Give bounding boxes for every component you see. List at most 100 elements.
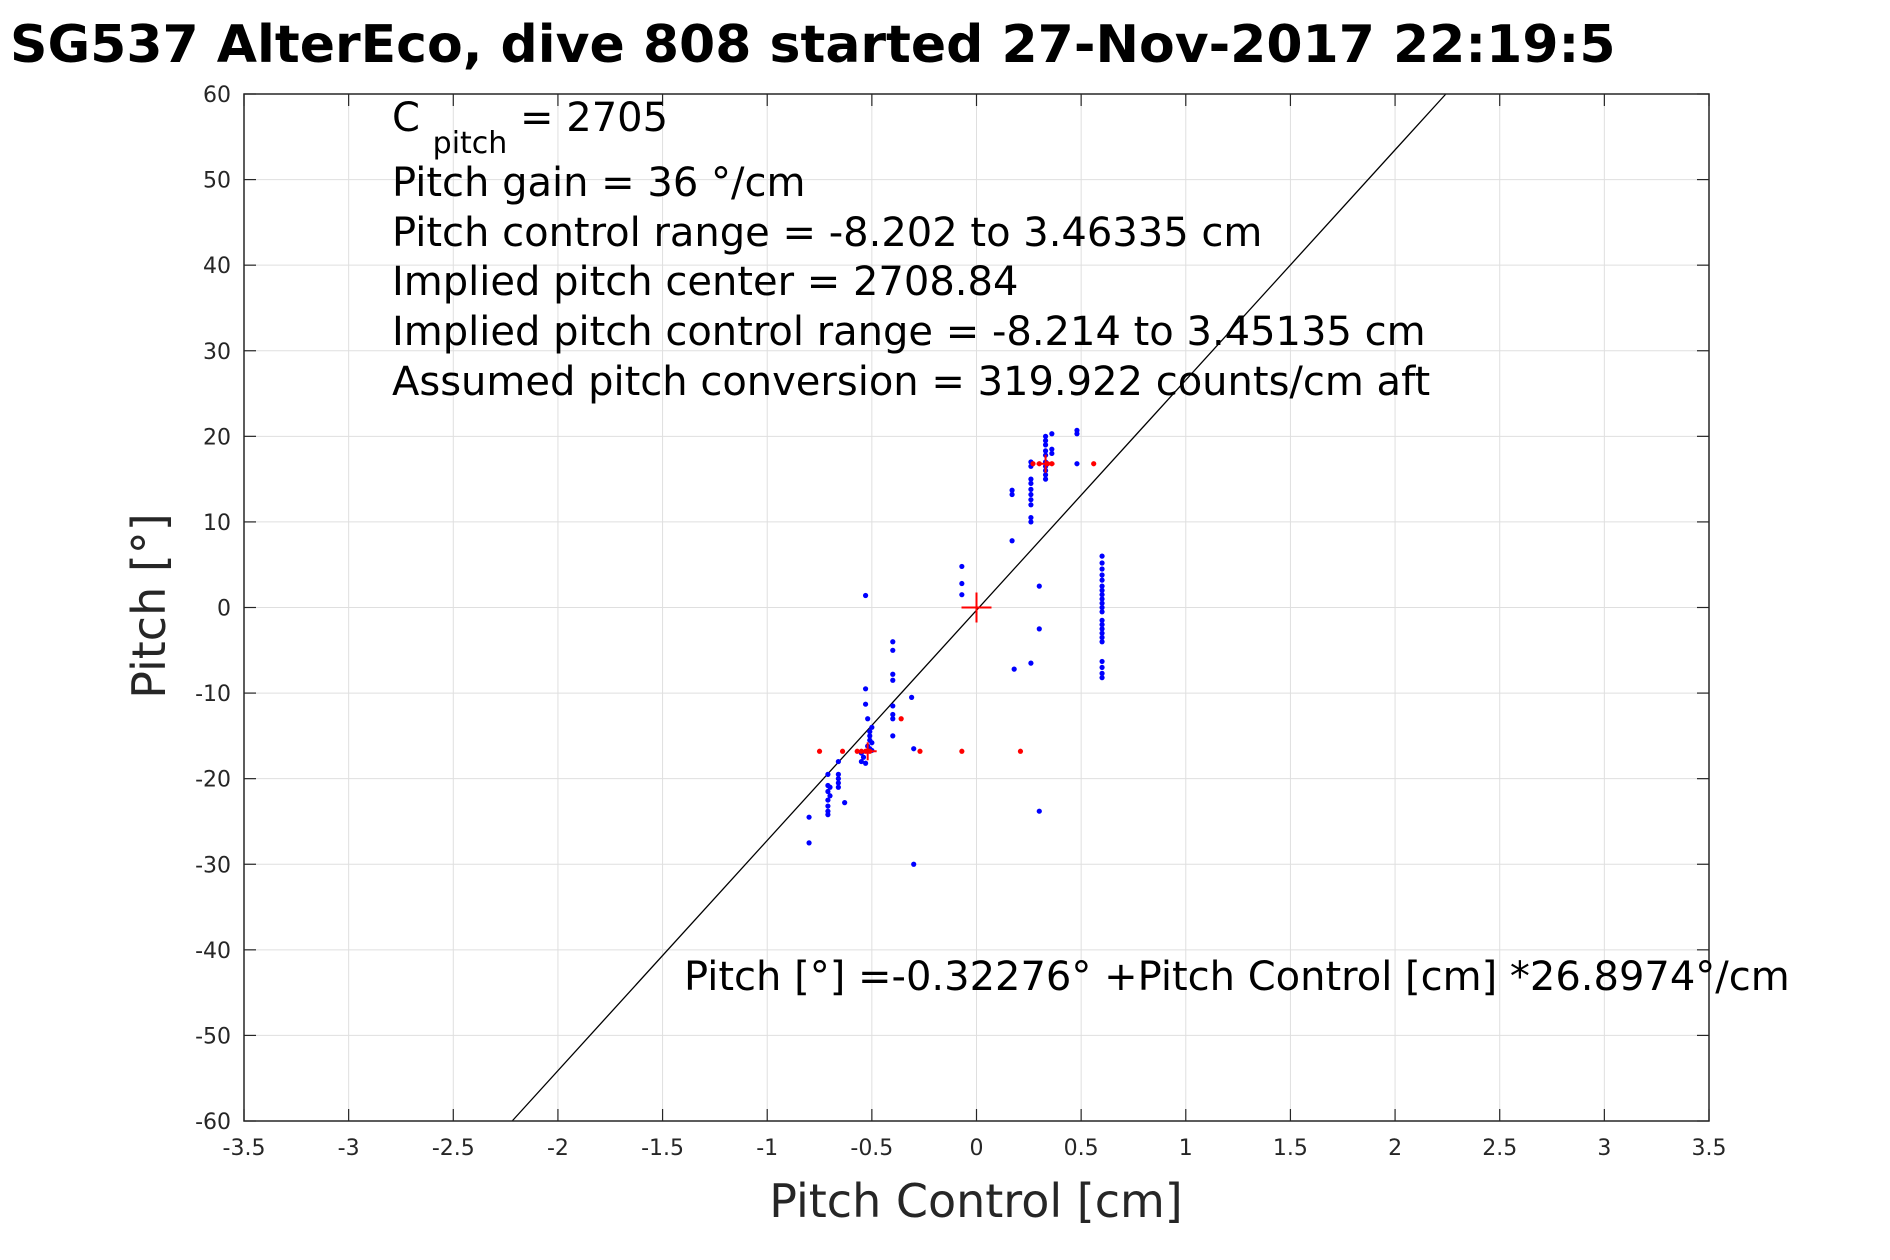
data-point xyxy=(890,703,896,709)
data-point xyxy=(1099,658,1105,665)
x-tick-label: 3 xyxy=(1597,1136,1611,1161)
data-point xyxy=(1099,587,1105,593)
data-point xyxy=(835,771,841,777)
x-tick-label: 2.5 xyxy=(1482,1136,1517,1161)
x-tick-label: 3.5 xyxy=(1692,1136,1727,1161)
data-point xyxy=(867,728,873,735)
data-point xyxy=(1017,748,1024,754)
data-point xyxy=(867,733,873,739)
implied-pitch-range-annotation: Implied pitch control range = -8.214 to … xyxy=(392,309,1426,355)
x-tick-label: -0.5 xyxy=(850,1136,893,1161)
data-point xyxy=(1049,431,1055,437)
data-point xyxy=(1049,450,1055,457)
data-point xyxy=(835,776,841,782)
data-point xyxy=(1099,617,1105,623)
data-point xyxy=(1028,491,1034,498)
data-point xyxy=(1036,583,1042,589)
data-point xyxy=(816,748,823,754)
data-point xyxy=(959,563,965,570)
data-point xyxy=(869,724,875,730)
data-point xyxy=(909,694,915,700)
data-point xyxy=(1099,622,1105,628)
center-markers xyxy=(858,454,1055,761)
data-point xyxy=(959,592,965,598)
data-point xyxy=(959,748,965,754)
x-tick-label: -2 xyxy=(547,1136,569,1161)
implied-pitch-center-annotation: Implied pitch center = 2708.84 xyxy=(392,259,1018,305)
data-point xyxy=(1036,626,1042,632)
data-point xyxy=(835,784,841,790)
data-point xyxy=(1028,515,1034,521)
y-tick-label: 10 xyxy=(203,511,231,536)
data-point xyxy=(827,784,833,790)
data-point xyxy=(1099,566,1105,572)
y-tick-label: -20 xyxy=(195,768,231,793)
data-point xyxy=(1099,553,1105,559)
data-point xyxy=(1030,461,1036,467)
data-point xyxy=(1074,427,1080,433)
data-point xyxy=(1049,446,1055,452)
data-point xyxy=(890,639,896,645)
cluster-cross-marker xyxy=(1036,454,1055,473)
grid-lines xyxy=(243,93,1710,1122)
data-point xyxy=(1028,476,1034,482)
data-point xyxy=(1028,502,1034,508)
data-point xyxy=(806,814,812,820)
data-point xyxy=(1099,577,1105,583)
data-point xyxy=(827,793,833,799)
data-point xyxy=(1099,664,1105,671)
data-point xyxy=(1028,660,1034,666)
data-point xyxy=(1042,442,1049,448)
data-point xyxy=(890,733,896,739)
x-tick-label: -3 xyxy=(338,1136,360,1161)
data-point xyxy=(862,701,869,707)
x-tick-label: 1 xyxy=(1179,1136,1193,1161)
data-point xyxy=(1009,487,1015,493)
c-pitch-value: = 2705 xyxy=(520,95,668,141)
data-point xyxy=(911,746,917,752)
data-point xyxy=(858,758,864,765)
data-point xyxy=(835,780,841,786)
data-point xyxy=(839,748,846,754)
data-point xyxy=(898,716,904,722)
data-point xyxy=(1028,497,1034,503)
data-point xyxy=(1099,604,1105,611)
data-point xyxy=(1074,461,1080,467)
c-pitch-symbol: C xyxy=(392,95,420,141)
x-tick-label: 1.5 xyxy=(1273,1136,1308,1161)
data-point xyxy=(1009,491,1015,498)
data-point xyxy=(1099,600,1105,606)
y-tick-label: -30 xyxy=(195,853,231,878)
data-point xyxy=(825,797,831,803)
data-point xyxy=(854,748,860,754)
y-tick-label: 40 xyxy=(203,254,231,279)
data-point xyxy=(890,716,896,722)
data-point xyxy=(865,716,871,722)
x-tick-label: 0.5 xyxy=(1064,1136,1099,1161)
data-point xyxy=(1099,639,1105,645)
data-point xyxy=(1099,634,1105,641)
data-point xyxy=(1028,480,1034,487)
c-pitch-annotation: C pitch = 2705 xyxy=(392,95,668,163)
data-point xyxy=(1099,592,1105,598)
data-point xyxy=(862,686,869,692)
data-point xyxy=(825,803,831,809)
data-point xyxy=(890,677,896,683)
data-point xyxy=(862,760,869,766)
y-tick-label: 30 xyxy=(203,340,231,365)
y-tick-label: 50 xyxy=(203,169,231,194)
y-axis-label: Pitch [°] xyxy=(122,513,176,699)
data-point xyxy=(911,861,917,867)
c-pitch-subscript: pitch xyxy=(433,126,508,161)
data-point xyxy=(835,758,841,765)
data-point xyxy=(1099,670,1105,676)
data-point xyxy=(917,748,923,754)
data-point xyxy=(1042,448,1049,454)
data-point xyxy=(1099,675,1105,681)
data-point xyxy=(1042,433,1049,439)
data-point xyxy=(862,592,869,599)
data-point xyxy=(1028,486,1034,492)
data-point xyxy=(1091,461,1097,467)
y-tick-label: -60 xyxy=(195,1110,231,1135)
